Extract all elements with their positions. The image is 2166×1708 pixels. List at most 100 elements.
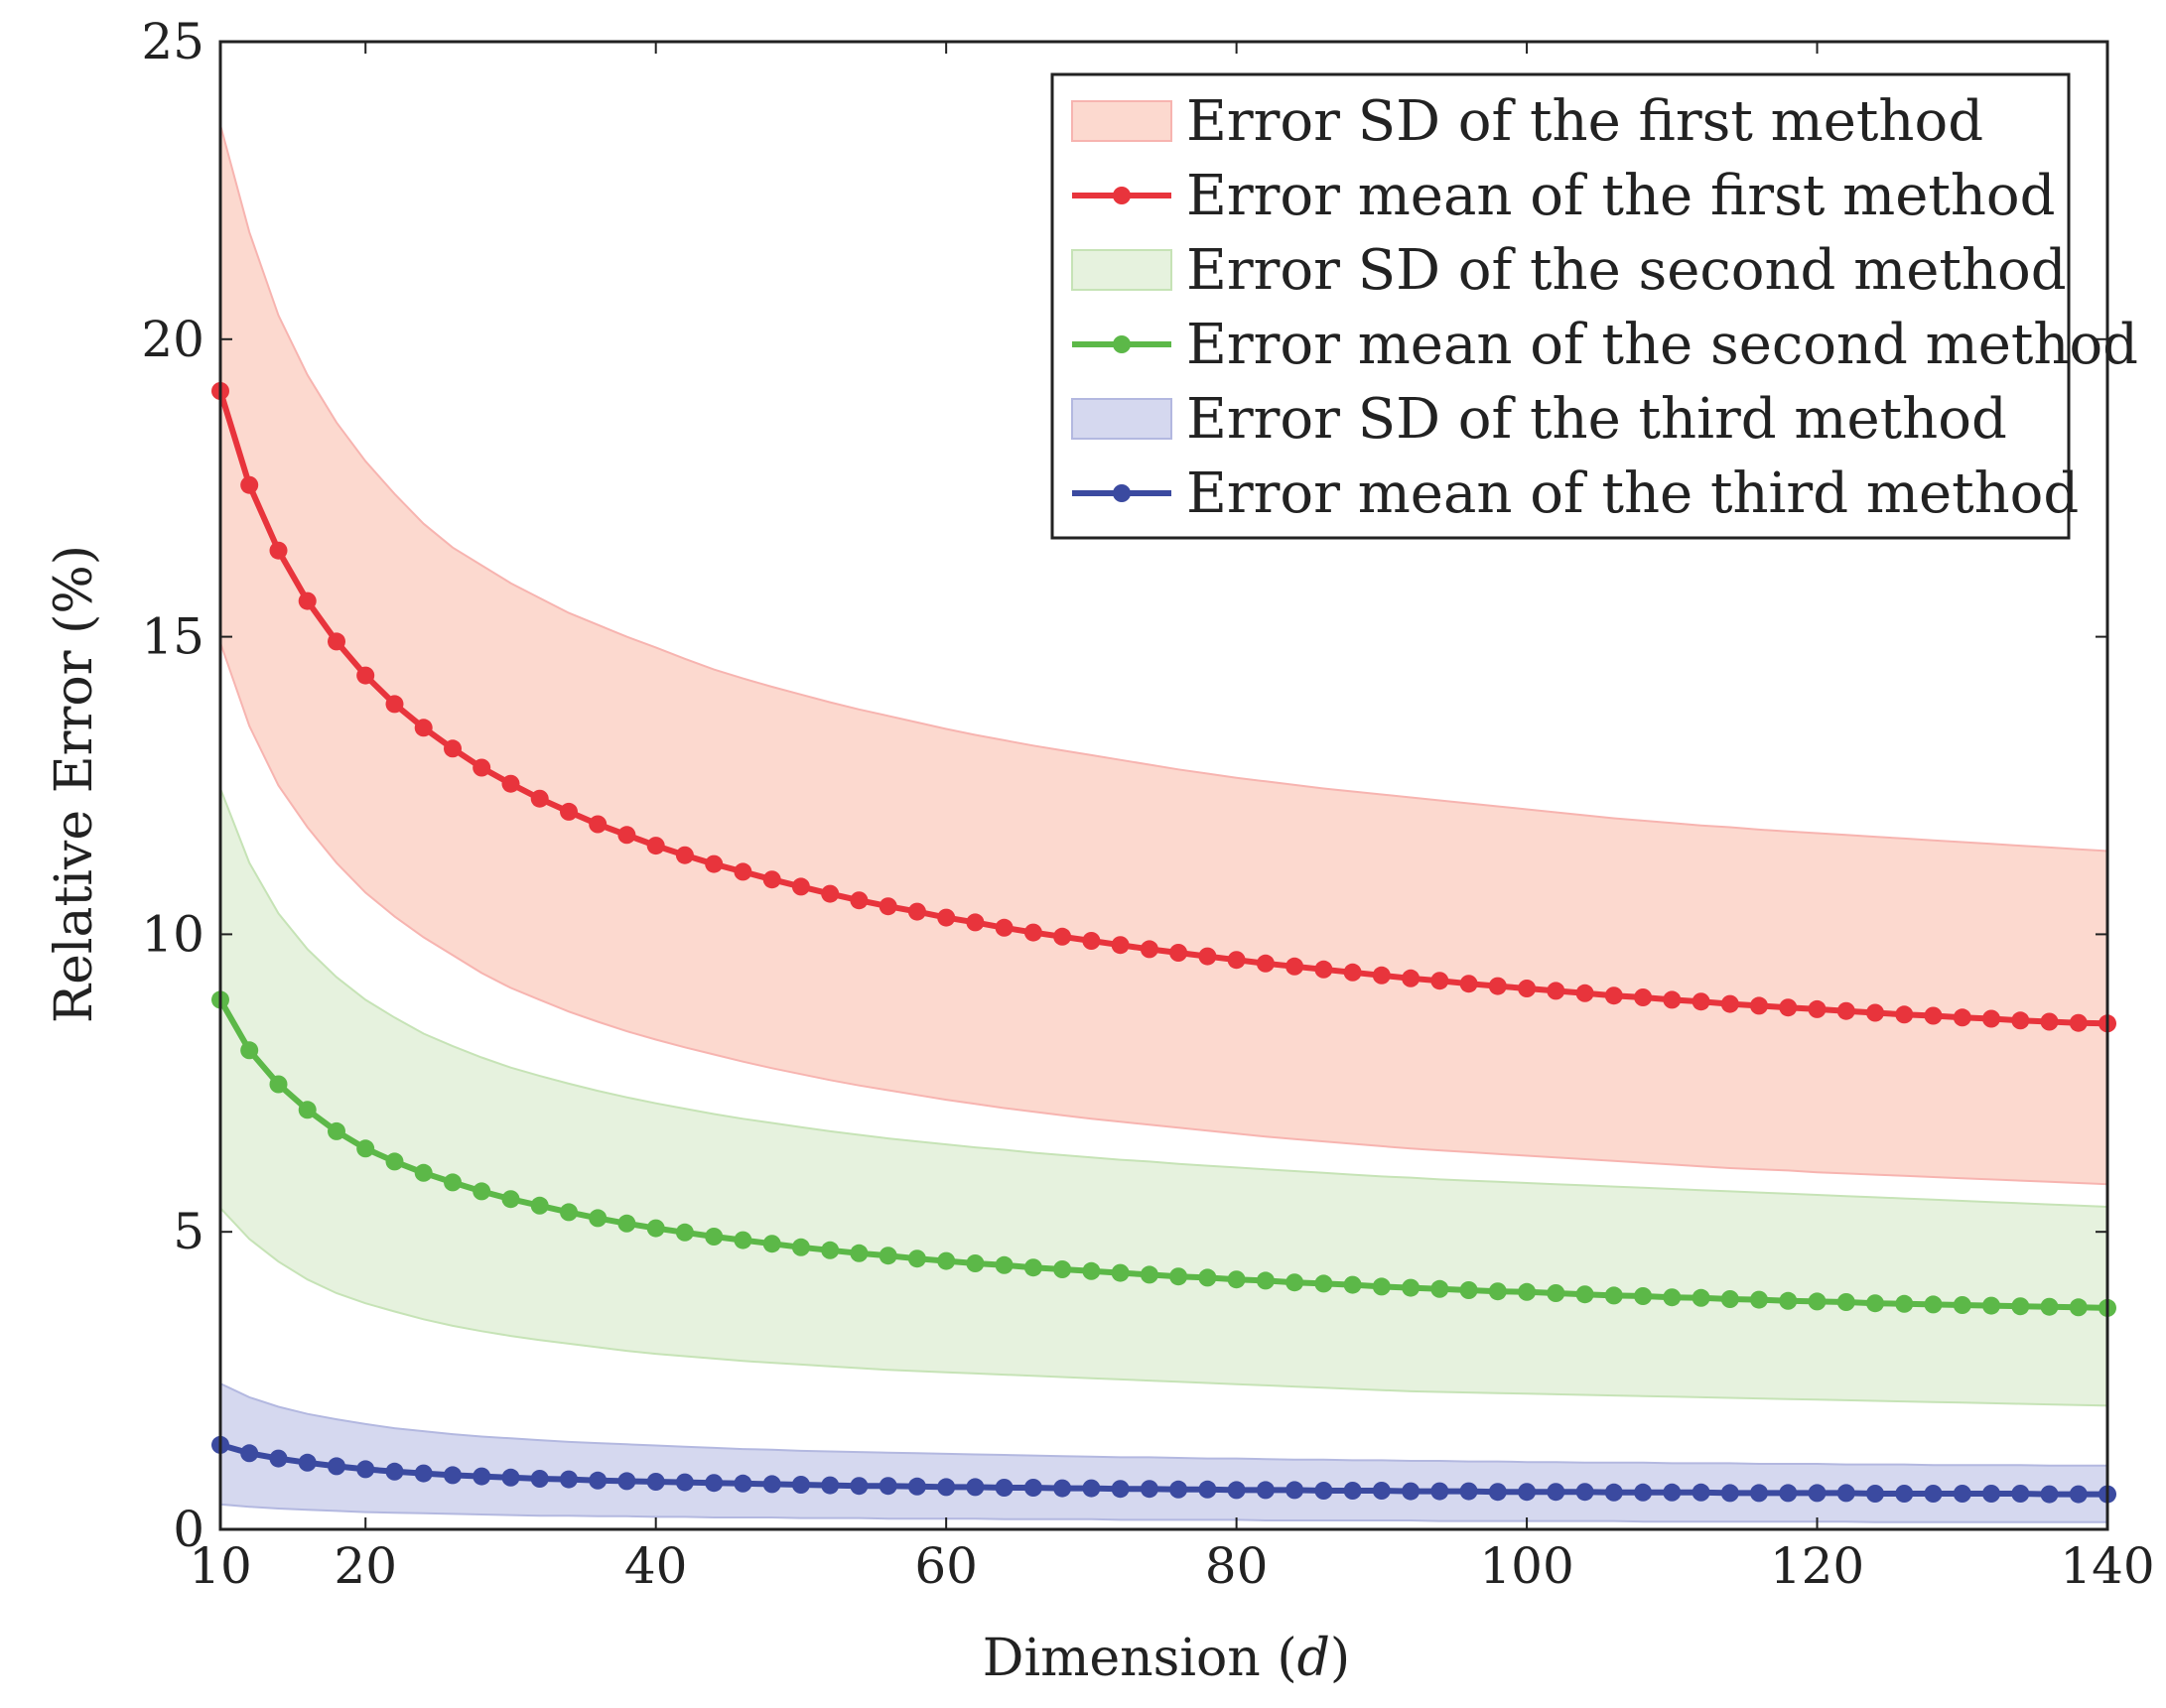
mean-markers-1 <box>211 382 2116 1033</box>
data-point <box>1575 984 1594 1002</box>
data-point <box>1343 1482 1362 1500</box>
data-point <box>501 1468 520 1487</box>
legend-swatch-marker <box>1113 335 1131 353</box>
data-point <box>850 1244 869 1262</box>
data-point <box>1663 990 1682 1009</box>
data-point <box>1430 1279 1449 1298</box>
data-point <box>1314 1482 1333 1500</box>
data-point <box>530 1196 549 1215</box>
data-point <box>1227 1481 1246 1500</box>
data-point <box>907 1477 926 1496</box>
data-point <box>1953 1296 1971 1314</box>
data-point <box>937 1478 956 1497</box>
data-point <box>966 913 985 932</box>
data-point <box>298 1101 317 1119</box>
data-point <box>444 1173 462 1192</box>
data-point <box>1169 1480 1188 1499</box>
data-point <box>269 1075 288 1094</box>
data-point <box>791 877 810 896</box>
data-point <box>966 1478 985 1497</box>
data-point <box>2069 1298 2088 1317</box>
x-tick-label: 120 <box>1770 1537 1864 1595</box>
data-point <box>1808 999 1827 1018</box>
legend-swatch-marker <box>1113 187 1131 204</box>
data-point <box>1575 1285 1594 1304</box>
data-point <box>1343 1275 1362 1294</box>
legend-item: Error mean of the third method <box>1072 461 2079 526</box>
data-point <box>1111 936 1130 955</box>
data-point <box>240 1041 259 1060</box>
data-point <box>879 897 897 916</box>
data-point <box>1082 1261 1101 1280</box>
x-tick-label: 80 <box>1205 1537 1269 1595</box>
data-point <box>1547 982 1565 1000</box>
data-point <box>1836 1001 1855 1020</box>
data-point <box>1720 1484 1739 1503</box>
data-point <box>1082 1479 1101 1498</box>
data-point <box>1256 1481 1275 1500</box>
data-point <box>1343 963 1362 982</box>
data-point <box>1866 1003 1884 1022</box>
legend-label: Error mean of the first method <box>1186 164 2056 228</box>
data-point <box>1720 1290 1739 1308</box>
data-point <box>850 1477 869 1496</box>
data-point <box>879 1247 897 1265</box>
data-point <box>2011 1011 2030 1030</box>
data-point <box>473 1182 491 1201</box>
data-point <box>1575 1483 1594 1502</box>
data-point <box>1720 994 1739 1013</box>
data-point <box>705 1474 724 1493</box>
data-point <box>414 1163 433 1182</box>
data-point <box>414 719 433 737</box>
data-point <box>1866 1485 1884 1503</box>
data-point <box>2069 1485 2088 1504</box>
axis-ticks <box>219 41 2108 1530</box>
data-point <box>1286 1481 1304 1500</box>
data-point <box>1459 1281 1478 1299</box>
data-point <box>1402 1278 1421 1297</box>
data-point <box>328 632 345 651</box>
data-point <box>1402 1482 1421 1501</box>
data-point <box>1256 1271 1275 1290</box>
data-point <box>1488 1483 1507 1502</box>
data-point <box>907 902 926 921</box>
legend-label: Error SD of the first method <box>1186 89 1983 154</box>
data-point <box>473 758 491 777</box>
data-point <box>1692 1483 1710 1502</box>
data-point <box>1111 1263 1130 1282</box>
legend-label: Error SD of the second method <box>1186 238 2067 303</box>
data-point <box>1140 1265 1158 1284</box>
data-point <box>1750 1290 1768 1309</box>
data-point <box>821 1241 840 1259</box>
data-point <box>1430 972 1449 990</box>
data-point <box>1692 992 1710 1011</box>
data-point <box>1227 951 1246 970</box>
data-point <box>501 774 520 793</box>
data-point <box>617 1472 636 1491</box>
data-point <box>1488 977 1507 995</box>
data-point <box>2040 1297 2059 1316</box>
data-point <box>762 1235 781 1253</box>
data-point <box>995 1479 1014 1497</box>
data-point <box>444 1466 462 1485</box>
data-point <box>1866 1294 1884 1313</box>
data-point <box>560 802 578 821</box>
data-point <box>966 1254 985 1272</box>
legend-label: Error SD of the third method <box>1186 387 2007 452</box>
data-point <box>1604 1286 1623 1305</box>
data-point <box>1053 1260 1072 1278</box>
data-point <box>1692 1288 1710 1307</box>
data-point <box>589 1209 608 1228</box>
data-point <box>1982 1485 2000 1503</box>
legend: Error SD of the first method Error mean o… <box>1050 72 2138 540</box>
data-point <box>907 1249 926 1268</box>
data-point <box>385 1462 404 1481</box>
legend-swatch-band <box>1071 249 1172 291</box>
data-point <box>1750 996 1768 1015</box>
data-point <box>2040 1485 2059 1504</box>
data-point <box>1982 1296 2000 1315</box>
data-point <box>1663 1483 1682 1502</box>
data-point <box>821 1476 840 1495</box>
data-point <box>675 1473 694 1492</box>
data-point <box>328 1121 345 1140</box>
